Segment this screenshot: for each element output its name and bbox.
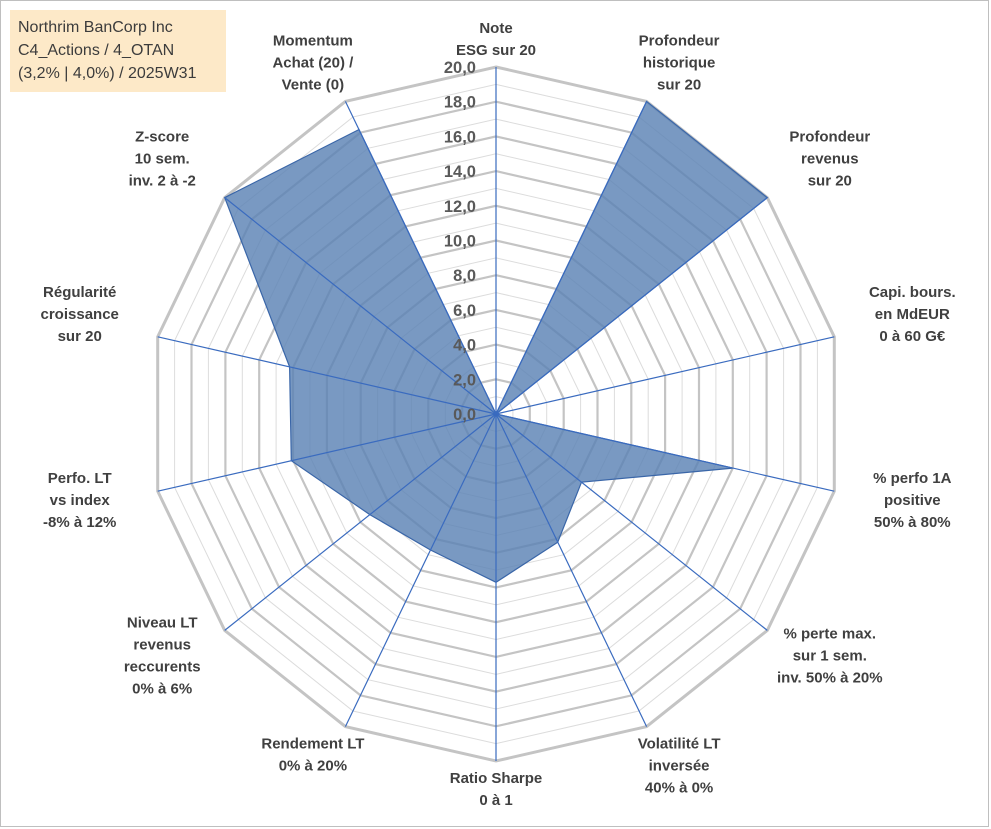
tick-label: 20,0 bbox=[444, 59, 476, 77]
axis-label-line: Achat (20) / bbox=[272, 54, 354, 71]
axis-label-line: 40% à 0% bbox=[645, 780, 713, 797]
axis-spoke bbox=[344, 101, 497, 415]
axis-spoke bbox=[495, 413, 768, 631]
tick-label: 4,0 bbox=[453, 337, 476, 355]
tick-label: 10,0 bbox=[444, 233, 476, 251]
axis-label: % perte max. sur 1 sem. inv. 50% à 20% bbox=[777, 625, 883, 686]
axis-label-line: Niveau LT bbox=[127, 614, 198, 631]
axis-label-line: Vente (0) bbox=[282, 76, 345, 93]
radar-tick-labels: 0,0 2,0 4,0 6,0 8,0 10,0 12,0 14,0 16,0 18,0 20,0 bbox=[444, 59, 476, 424]
tick-label: 14,0 bbox=[444, 163, 476, 181]
info-period: (3,2% | 4,0%) / 2025W31 bbox=[18, 65, 197, 82]
axis-label: Perfo. LT vs index -8% à 12% bbox=[43, 470, 116, 531]
axis-label-line: Perfo. LT bbox=[48, 470, 112, 487]
axis-label-line: inversée bbox=[649, 758, 710, 775]
axis-label-line: Profondeur bbox=[639, 32, 720, 49]
axis-label-line: en MdEUR bbox=[875, 306, 950, 323]
axis-label-line: 0 à 60 G€ bbox=[879, 328, 946, 345]
axis-label: Profondeur historique sur 20 bbox=[639, 32, 720, 93]
axis-label-line: reccurents bbox=[124, 658, 201, 675]
axis-label-line: sur 20 bbox=[657, 76, 701, 93]
axis-label-line: historique bbox=[643, 54, 716, 71]
axis-spoke bbox=[157, 413, 497, 492]
axis-label: % perfo 1A positive 50% à 80% bbox=[873, 470, 952, 531]
axis-label-line: 0% à 6% bbox=[132, 680, 192, 697]
axis-label: Volatilité LT inversée 40% à 0% bbox=[638, 736, 721, 797]
axis-label-line: % perfo 1A bbox=[873, 470, 952, 487]
axis-spoke bbox=[495, 413, 835, 492]
axis-label-line: inv. 2 à -2 bbox=[129, 173, 196, 190]
info-portfolio: C4_Actions / 4_OTAN bbox=[18, 42, 175, 59]
axis-spoke bbox=[224, 197, 497, 415]
axis-label-line: Capi. bours. bbox=[869, 284, 956, 301]
axis-label-line: Profondeur bbox=[789, 129, 870, 146]
tick-label: 16,0 bbox=[444, 128, 476, 146]
axis-label: Ratio Sharpe 0 à 1 bbox=[450, 770, 543, 809]
tick-label: 8,0 bbox=[453, 267, 476, 285]
axis-label-line: -8% à 12% bbox=[43, 514, 116, 531]
axis-label-line: Volatilité LT bbox=[638, 736, 721, 753]
axis-label-line: 0% à 20% bbox=[279, 758, 347, 775]
axis-label: Momentum Achat (20) / Vente (0) bbox=[272, 32, 354, 93]
axis-label-line: Momentum bbox=[273, 32, 353, 49]
axis-spoke bbox=[157, 336, 497, 415]
axis-label-line: % perte max. bbox=[784, 625, 877, 642]
axis-label-line: sur 1 sem. bbox=[793, 647, 867, 664]
axis-label-line: inv. 50% à 20% bbox=[777, 669, 883, 686]
axis-label-line: croissance bbox=[41, 306, 119, 323]
axis-label-line: 10 sem. bbox=[135, 151, 190, 168]
axis-spoke bbox=[344, 413, 497, 727]
tick-label: 0,0 bbox=[453, 406, 476, 424]
axis-label: Z-score 10 sem. inv. 2 à -2 bbox=[129, 129, 196, 190]
axis-label: Rendement LT 0% à 20% bbox=[261, 736, 364, 775]
axis-label: Régularité croissance sur 20 bbox=[41, 284, 119, 345]
radar-axis-labels: Note ESG sur 20 Profondeur historique sur 20… bbox=[41, 20, 956, 809]
axis-label: Niveau LT revenus reccurents 0% à 6% bbox=[124, 614, 201, 697]
axis-label-line: ESG sur 20 bbox=[456, 42, 536, 59]
info-company: Northrim BanCorp Inc bbox=[18, 19, 173, 36]
axis-label-line: revenus bbox=[133, 636, 191, 653]
axis-spoke bbox=[495, 336, 835, 415]
tick-label: 2,0 bbox=[453, 371, 476, 389]
axis-label-line: Régularité bbox=[43, 284, 116, 301]
radar-spokes bbox=[157, 67, 835, 761]
axis-label-line: positive bbox=[884, 492, 941, 509]
axis-spoke bbox=[495, 197, 768, 415]
axis-label-line: 50% à 80% bbox=[874, 514, 951, 531]
axis-label-line: vs index bbox=[50, 492, 111, 509]
axis-label-line: Rendement LT bbox=[261, 736, 364, 753]
axis-label: Profondeur revenus sur 20 bbox=[789, 129, 870, 190]
axis-label-line: revenus bbox=[801, 151, 859, 168]
axis-label-line: Z-score bbox=[135, 129, 189, 146]
axis-label: Note ESG sur 20 bbox=[456, 20, 536, 59]
axis-label-line: Note bbox=[479, 20, 512, 37]
tick-label: 18,0 bbox=[444, 94, 476, 112]
tick-label: 6,0 bbox=[453, 302, 476, 320]
tick-label: 12,0 bbox=[444, 198, 476, 216]
axis-label-line: Ratio Sharpe bbox=[450, 770, 543, 787]
axis-label-line: sur 20 bbox=[808, 173, 852, 190]
axis-label-line: sur 20 bbox=[58, 328, 102, 345]
info-box: Northrim BanCorp Inc C4_Actions / 4_OTAN… bbox=[10, 10, 226, 92]
axis-spoke bbox=[224, 413, 497, 631]
axis-label: Capi. bours. en MdEUR 0 à 60 G€ bbox=[869, 284, 956, 345]
axis-spoke bbox=[495, 101, 648, 415]
axis-label-line: 0 à 1 bbox=[479, 792, 512, 809]
axis-spoke bbox=[495, 413, 648, 727]
